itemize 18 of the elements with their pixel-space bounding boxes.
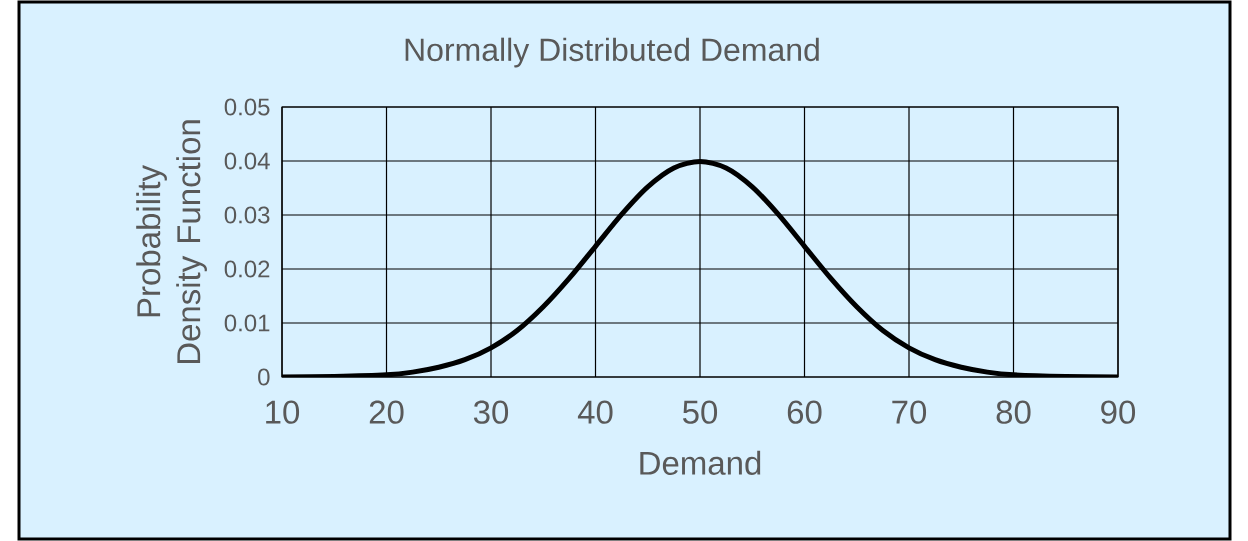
x-tick-label: 30	[473, 400, 509, 424]
x-tick-label: 80	[996, 400, 1031, 424]
chart-title: Normally Distributed Demand	[405, 37, 819, 68]
y-tick-label: 0.03	[224, 206, 270, 224]
y-tick-label: 0.02	[224, 260, 270, 278]
y-tick-label: 0.04	[224, 152, 270, 170]
y-tick-label: 0.01	[224, 314, 270, 332]
x-tick-label: 90	[1101, 400, 1136, 424]
x-axis-title: Demand	[640, 450, 761, 475]
x-tick-label: 10	[266, 400, 300, 424]
x-tick-label: 50	[682, 400, 718, 424]
y-tick-label: 0.05	[224, 98, 270, 116]
x-tick-label: 70	[892, 400, 927, 424]
x-tick-label: 60	[787, 400, 822, 424]
x-tick-label: 20	[369, 400, 404, 424]
y-axis-title: Probability Density Function	[136, 120, 207, 364]
y-tick-label: 0	[258, 368, 270, 386]
x-tick-label: 40	[577, 400, 613, 424]
